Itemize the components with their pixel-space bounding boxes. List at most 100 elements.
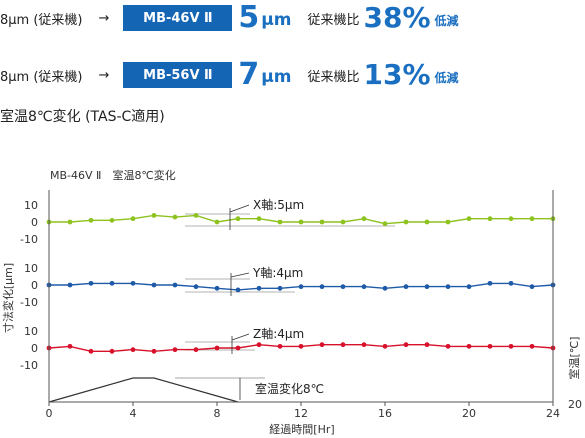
data-point-x (445, 219, 451, 225)
data-point-y (529, 284, 535, 290)
data-point-z (361, 342, 367, 348)
accuracy-value: 5 (238, 0, 260, 35)
spec-row-1: 8μm (従来機) → MB-46V Ⅱ 5 μm 従来機比 38% 低減 (0, 3, 459, 33)
reduction-percent: 38% (363, 1, 431, 34)
accuracy-value: 7 (238, 57, 260, 92)
data-point-z (172, 347, 178, 353)
data-point-x (193, 213, 199, 218)
accuracy-unit: μm (261, 10, 292, 30)
data-point-x (256, 216, 262, 222)
y-tick-label: 10 (24, 262, 38, 275)
reduction-label: 低減 (434, 14, 459, 28)
data-point-z (466, 343, 472, 349)
arrow-right-icon: → (98, 67, 110, 83)
data-point-z (382, 343, 388, 349)
data-point-y (193, 284, 199, 290)
temperature-line (48, 377, 239, 403)
previous-spec-label: 8μm (従来機) (0, 12, 83, 28)
y-tick-label: 10 (24, 325, 38, 338)
data-point-x (172, 214, 178, 220)
x-tick-label: 8 (214, 407, 221, 420)
data-point-x (214, 219, 220, 225)
data-point-z (277, 343, 283, 349)
annotation-label: Y軸:4μm (252, 266, 303, 280)
data-point-x (130, 216, 136, 222)
comparison-label: 従来機比 (307, 12, 360, 28)
data-point-z (235, 345, 241, 351)
data-point-y (508, 280, 514, 286)
data-point-y (67, 282, 73, 288)
data-point-x (508, 216, 514, 222)
accuracy-unit: μm (261, 67, 292, 87)
data-point-y (88, 280, 94, 286)
data-point-z (319, 342, 325, 348)
data-point-z (88, 348, 94, 354)
data-point-y (445, 284, 451, 290)
data-point-z (529, 343, 535, 349)
data-point-z (214, 345, 220, 351)
data-point-z (340, 342, 346, 348)
data-point-y (340, 284, 346, 290)
previous-spec-label: 8μm (従来機) (0, 69, 83, 85)
data-point-x (487, 216, 493, 222)
data-point-y (109, 280, 115, 286)
x-tick-label: 16 (378, 407, 392, 420)
data-point-x (529, 216, 535, 222)
data-point-z (298, 343, 304, 349)
data-point-x (88, 217, 94, 223)
x-tick-label: 4 (130, 407, 137, 420)
x-tick-label: 20 (462, 407, 476, 420)
data-point-z (193, 347, 199, 353)
data-point-z (130, 347, 136, 353)
data-point-z (151, 348, 157, 354)
data-point-x (340, 219, 346, 225)
arrow-right-icon: → (98, 10, 110, 26)
data-point-y (172, 282, 178, 288)
data-point-x (67, 219, 73, 225)
data-point-x (361, 216, 367, 222)
annotation-label: Z軸:4μm (253, 327, 304, 341)
annotation-label: X軸:5μm (253, 198, 304, 212)
spec-row-2: 8μm (従来機) → MB-56V Ⅱ 7 μm 従来機比 13% 低減 (0, 60, 459, 90)
y2-tick-label: 20 (568, 398, 582, 411)
comparison-label: 従来機比 (307, 69, 360, 85)
reduction-label: 低減 (434, 71, 459, 85)
y2-axis-label: 室温[℃] (567, 337, 581, 380)
temperature-annotation: 室温変化8℃ (255, 381, 324, 396)
section-subtitle: 室温8℃変化 (TAS-C適用) (0, 109, 165, 125)
annotation-leader (229, 204, 250, 213)
data-point-z (109, 348, 115, 354)
data-point-x (319, 219, 325, 225)
data-point-x (109, 217, 115, 223)
x-tick-label: 0 (46, 407, 53, 420)
data-point-y (256, 285, 262, 291)
data-point-x (277, 219, 283, 225)
data-point-y (235, 287, 241, 293)
data-point-x (298, 219, 304, 225)
data-point-y (298, 284, 304, 290)
reduction-percent: 13% (363, 58, 431, 91)
data-point-x (382, 221, 388, 227)
y-tick-label: 10 (24, 199, 38, 212)
data-point-y (361, 284, 367, 290)
model-badge: MB-56V Ⅱ (123, 62, 233, 88)
annotation-leader (231, 333, 250, 341)
x-tick-label: 12 (294, 407, 308, 420)
data-point-z (256, 342, 262, 348)
y-tick-label: -10 (20, 296, 38, 309)
data-point-y (214, 285, 220, 291)
x-tick-label: 24 (546, 407, 560, 420)
data-point-y (382, 285, 388, 291)
data-point-x (403, 219, 409, 225)
data-point-z (508, 343, 514, 349)
y-tick-label: -10 (20, 359, 38, 372)
data-point-x (151, 213, 157, 218)
y-tick-label: 0 (31, 216, 38, 229)
x-axis-label: 経過時間[Hr] (269, 423, 334, 436)
annotation-leader (230, 272, 250, 278)
y-tick-label: -10 (20, 233, 38, 246)
data-point-z (67, 343, 73, 349)
data-point-y (151, 282, 157, 288)
y-tick-label: 0 (31, 279, 38, 292)
